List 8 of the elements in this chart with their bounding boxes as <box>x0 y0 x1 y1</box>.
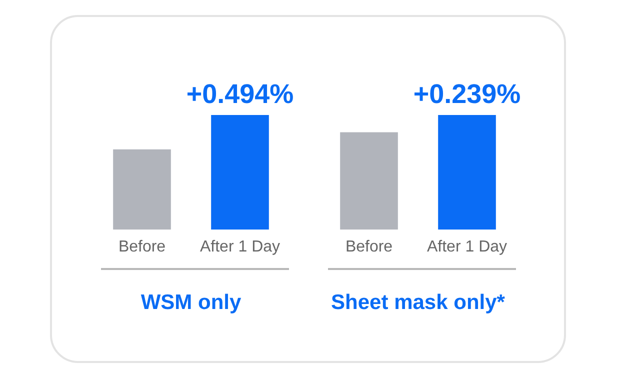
annotation: +0.494% <box>186 78 294 109</box>
annotation: +0.239% <box>413 78 521 109</box>
x-axis-title: Sheet mask only* <box>331 291 506 314</box>
x-axis-title: WSM only <box>140 291 242 314</box>
x-tick-label: After 1 Day <box>426 238 508 256</box>
x-tick-label: Before <box>345 238 393 256</box>
x-tick-label: After 1 Day <box>200 238 280 256</box>
x-tick-label: Before <box>118 238 166 256</box>
